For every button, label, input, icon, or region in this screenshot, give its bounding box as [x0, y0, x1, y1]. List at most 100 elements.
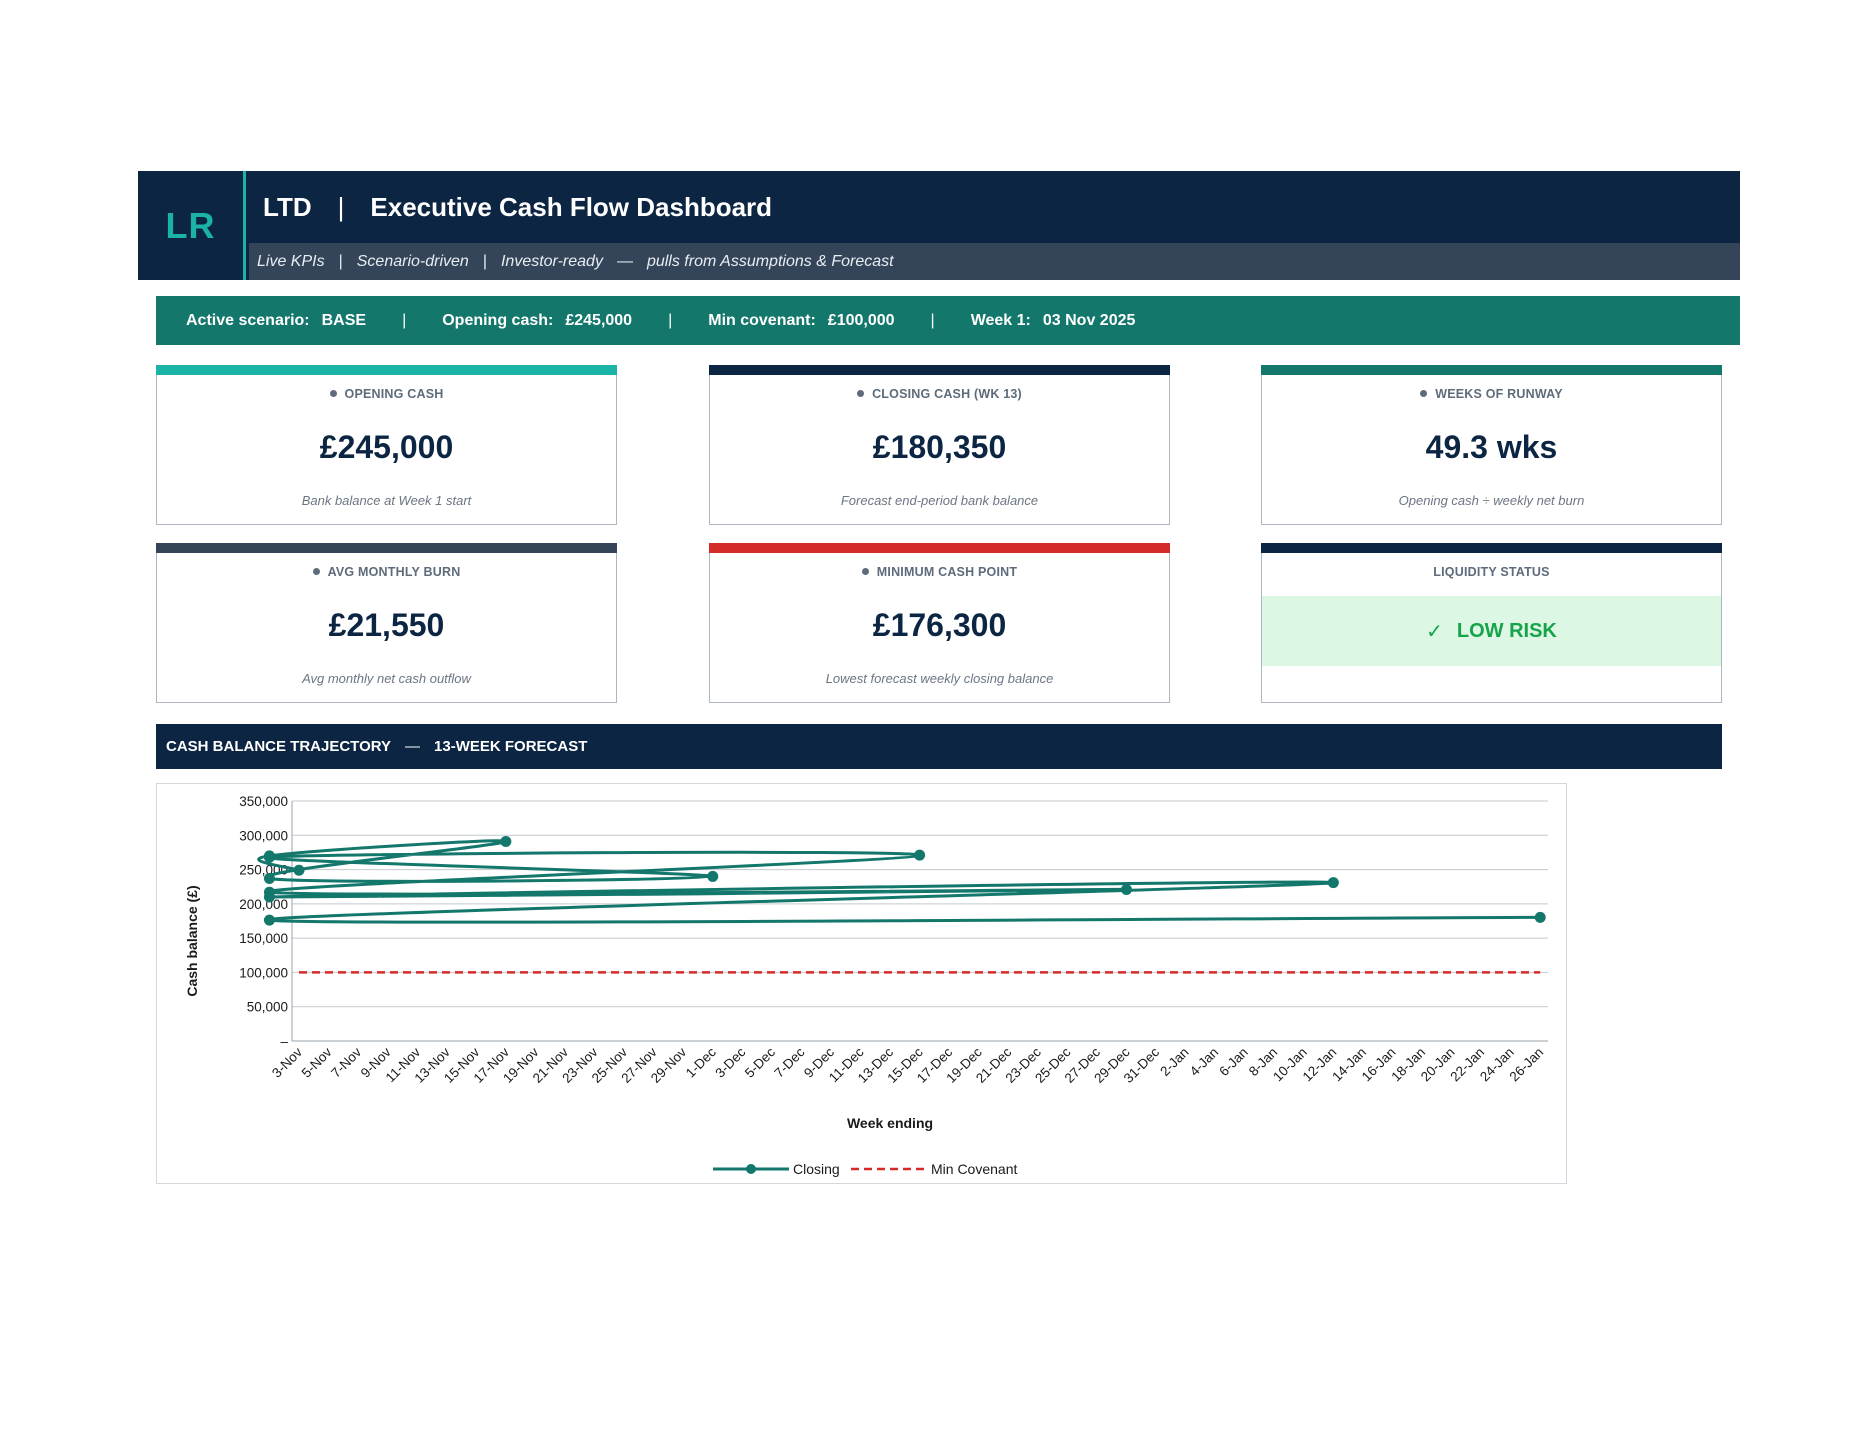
data-point-closing [1534, 911, 1546, 923]
subtitle-item: Investor-ready [500, 252, 603, 270]
data-point-closing [263, 914, 275, 926]
week1-value: 03 Nov 2025 [1042, 311, 1136, 329]
x-tick-label: 2-Jan [1157, 1045, 1191, 1079]
subtitle-item: Live KPIs [257, 252, 325, 270]
subtitle-item: Scenario-driven [356, 252, 469, 270]
kpi-label: OPENING CASH [157, 387, 616, 401]
chart-title: CASH BALANCE TRAJECTORY [166, 738, 392, 755]
x-axis-title: Week ending [847, 1115, 933, 1131]
subtitle-row: Live KPIs | Scenario-driven | Investor-r… [249, 243, 1740, 280]
status-badge: ✓ LOW RISK [1262, 596, 1721, 666]
x-tick-label: 5-Nov [299, 1044, 335, 1080]
card-accent-bar [709, 365, 1170, 375]
min-covenant-value: £100,000 [827, 311, 895, 329]
data-point-closing [914, 849, 926, 861]
kpi-card-opening-cash: OPENING CASH £245,000 Bank balance at We… [156, 365, 617, 525]
bullet-icon [1420, 390, 1428, 398]
kpi-label: WEEKS OF RUNWAY [1262, 387, 1721, 401]
x-tick-label: 7-Dec [771, 1044, 807, 1080]
active-scenario-label: Active scenario: [186, 311, 310, 329]
x-tick-label: 6-Jan [1216, 1045, 1250, 1079]
title-separator: | [337, 191, 345, 222]
x-tick-label: 26-Jan [1507, 1045, 1547, 1085]
kpi-note: Avg monthly net cash outflow [302, 671, 471, 686]
logo-text: LR [165, 204, 216, 246]
kpi-card-closing-cash: CLOSING CASH (WK 13) £180,350 Forecast e… [709, 365, 1170, 525]
scenario-pipe: | [668, 311, 673, 329]
y-tick-label: – [280, 1034, 288, 1049]
card-accent-bar [709, 543, 1170, 553]
opening-cash-value: £245,000 [565, 311, 633, 329]
kpi-label: AVG MONTHLY BURN [157, 565, 616, 579]
x-tick-label: 3-Dec [712, 1044, 748, 1080]
cash-balance-chart: –50,000 100,000 150,000 200,000 250,000 300,0… [156, 783, 1567, 1184]
kpi-note: Opening cash ÷ weekly net burn [1398, 493, 1585, 508]
chart-section-title: CASH BALANCE TRAJECTORY — 13-WEEK FORECA… [156, 724, 1722, 769]
data-point-closing [293, 864, 305, 876]
x-tick-label: 7-Nov [328, 1044, 364, 1080]
kpi-card-runway: WEEKS OF RUNWAY 49.3 wks Opening cash ÷ … [1261, 365, 1722, 525]
kpi-value: £245,000 [319, 429, 454, 465]
y-tick-label: 300,000 [239, 828, 288, 843]
scenario-pipe: | [402, 311, 407, 329]
kpi-label: MINIMUM CASH POINT [710, 565, 1169, 579]
kpi-card-min-cash: MINIMUM CASH POINT £176,300 Lowest forec… [709, 543, 1170, 703]
kpi-note: Forecast end-period bank balance [840, 493, 1039, 508]
bullet-icon [329, 390, 337, 398]
y-tick-label: 200,000 [239, 897, 288, 912]
legend-label-closing: Closing [793, 1161, 840, 1177]
dashboard-header: LR LTD | Executive Cash Flow Dashboard L… [138, 171, 1740, 280]
opening-cash-label: Opening cash: [442, 311, 554, 329]
chart-title-dash: — [405, 738, 421, 755]
series-line-closing [257, 839, 1541, 924]
data-point-closing [263, 891, 275, 903]
scenario-pipe: | [930, 311, 935, 329]
card-accent-bar [156, 365, 617, 375]
y-tick-label: 350,000 [239, 794, 288, 809]
kpi-note: Bank balance at Week 1 start [301, 493, 472, 508]
x-tick-label: 3-Nov [269, 1044, 305, 1080]
active-scenario-value: BASE [321, 311, 367, 329]
x-tick-label: 4-Jan [1187, 1045, 1221, 1079]
legend-marker-closing [746, 1164, 756, 1174]
min-covenant-label: Min covenant: [708, 311, 816, 329]
bullet-icon [312, 568, 320, 576]
page-title: Executive Cash Flow Dashboard [370, 191, 773, 222]
kpi-value: 49.3 wks [1425, 429, 1558, 465]
data-point-closing [263, 851, 275, 863]
week1-label: Week 1: [970, 311, 1031, 329]
subtitle-dash: — [616, 252, 633, 270]
y-tick-label: 50,000 [247, 1000, 288, 1015]
y-axis-title: Cash balance (£) [184, 885, 200, 996]
kpi-value: £176,300 [872, 607, 1007, 643]
card-accent-bar [1261, 543, 1722, 553]
scenario-bar: Active scenario: BASE | Opening cash: £2… [156, 296, 1740, 345]
chart-svg: –50,000100,000150,000200,000250,000300,0… [184, 794, 1548, 1177]
card-accent-bar [156, 543, 617, 553]
card-accent-bar [1261, 365, 1722, 375]
title-row: LTD | Executive Cash Flow Dashboard [249, 171, 1740, 243]
data-point-closing [500, 835, 512, 847]
kpi-card-avg-burn: AVG MONTHLY BURN £21,550 Avg monthly net… [156, 543, 617, 703]
kpi-label: CLOSING CASH (WK 13) [710, 387, 1169, 401]
subtitle-pipe: | [482, 252, 487, 270]
bullet-icon [857, 390, 865, 398]
data-point-closing [263, 872, 275, 884]
bullet-icon [861, 568, 869, 576]
company-name: LTD [263, 191, 312, 222]
kpi-note: Lowest forecast weekly closing balance [825, 671, 1054, 686]
data-point-closing [1327, 877, 1339, 889]
status-text: LOW RISK [1456, 619, 1557, 642]
subtitle-source: pulls from Assumptions & Forecast [646, 252, 894, 270]
x-tick-label: 1-Dec [683, 1044, 719, 1080]
data-point-closing [707, 870, 719, 882]
data-point-closing [1120, 883, 1132, 895]
x-tick-label: 5-Dec [742, 1044, 778, 1080]
legend-label-min-covenant: Min Covenant [931, 1161, 1017, 1177]
chart-subtitle: 13-WEEK FORECAST [434, 738, 588, 755]
logo: LR [138, 171, 246, 280]
subtitle-pipe: | [338, 252, 343, 270]
y-tick-label: 150,000 [239, 931, 288, 946]
check-icon: ✓ [1426, 620, 1443, 643]
kpi-card-liquidity-status: LIQUIDITY STATUS ✓ LOW RISK [1261, 543, 1722, 703]
